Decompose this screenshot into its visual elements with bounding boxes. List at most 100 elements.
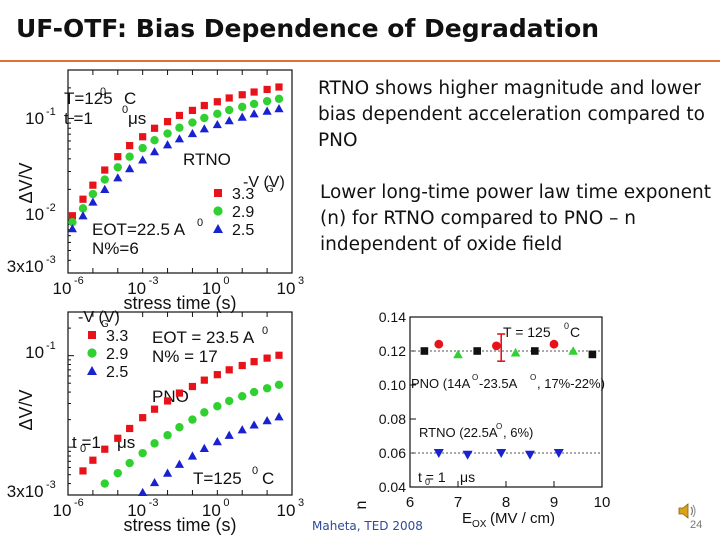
rtno-legend-label-2.5: 2.5 bbox=[232, 222, 254, 239]
rtno-x-tick-label: 10 bbox=[277, 279, 296, 298]
n-annotation: O bbox=[472, 373, 478, 382]
pno-data-point-2.9 bbox=[175, 423, 184, 432]
pno-data-point-3.3 bbox=[225, 366, 233, 374]
pno-data-point-3.3 bbox=[238, 361, 246, 370]
n-y-tick-label: 0.12 bbox=[379, 343, 406, 359]
rtno-data-point-2.5 bbox=[100, 184, 110, 193]
pno-legend-label-2.5: 2.5 bbox=[106, 364, 128, 381]
pno-x-tick-exponent: 0 bbox=[223, 497, 229, 509]
pno-data-point-2.9 bbox=[238, 392, 247, 401]
n-x-tick-label: 6 bbox=[406, 494, 414, 511]
rtno-annotation: μs bbox=[128, 109, 146, 128]
pno-data-point-3.3 bbox=[114, 434, 122, 442]
n-annotation: 0 bbox=[425, 477, 430, 487]
pno-data-point-3.3 bbox=[275, 351, 283, 359]
rtno-data-point-2.9 bbox=[113, 163, 122, 172]
pno-y-axis-label: ΔV/V bbox=[16, 389, 36, 430]
rtno-data-point-2.5 bbox=[274, 103, 284, 113]
rtno-x-tick-label: 10 bbox=[127, 279, 146, 298]
n-x-tick-label: 9 bbox=[550, 494, 558, 511]
pno-data-point-2.9 bbox=[138, 448, 147, 458]
pno-y-tick-label: 3x10 bbox=[7, 482, 44, 501]
rtno-data-point-2.9 bbox=[225, 105, 234, 115]
rtno-data-point-3.3 bbox=[89, 181, 97, 189]
rtno-data-point-2.9 bbox=[213, 109, 222, 119]
rtno-n-data-point bbox=[553, 449, 564, 458]
pno-x-tick-label: 10 bbox=[202, 501, 221, 520]
rtno-data-point-2.9 bbox=[100, 175, 109, 184]
n-x-tick-label: 7 bbox=[454, 494, 462, 511]
rtno-data-point-2.5 bbox=[212, 119, 222, 129]
pno-data-point-2.9 bbox=[150, 439, 159, 448]
pno-annotation: 0 bbox=[262, 325, 268, 337]
pno-data-point-3.3 bbox=[101, 445, 109, 453]
pno-n-data-point bbox=[531, 347, 539, 355]
pno-data-point-2.9 bbox=[213, 402, 222, 411]
rtno-data-point-3.3 bbox=[275, 83, 283, 91]
rtno-annotation: N%=6 bbox=[92, 239, 139, 258]
rtno-x-tick-exponent: -3 bbox=[149, 275, 159, 287]
rtno-data-point-2.5 bbox=[125, 164, 135, 173]
rtno-data-point-3.3 bbox=[175, 111, 184, 120]
pno-n-data-point bbox=[473, 347, 481, 355]
n-annotation: O bbox=[496, 422, 502, 431]
pno-data-point-2.5 bbox=[224, 430, 234, 439]
rtno-y-tick-label: 10 bbox=[25, 109, 44, 128]
rtno-annotation: 0 bbox=[122, 104, 128, 116]
pno-data-point-2.5 bbox=[199, 443, 209, 452]
rtno-data-point-2.5 bbox=[78, 211, 88, 220]
rtno-x-tick-label: 10 bbox=[53, 279, 72, 298]
pno-data-point-2.5 bbox=[162, 468, 173, 477]
title-underline bbox=[0, 60, 720, 62]
rtno-x-tick-label: 10 bbox=[202, 279, 221, 298]
pno-n-data-point bbox=[420, 347, 429, 355]
n-x-tick-label: 10 bbox=[594, 494, 611, 511]
rtno-data-point-2.5 bbox=[67, 224, 77, 233]
pno-data-point-2.5 bbox=[262, 416, 272, 425]
n-annotation: t = 1 bbox=[418, 469, 446, 485]
rtno-legend-label-2.9: 2.9 bbox=[232, 204, 254, 221]
rtno-x-axis-label: stress time (s) bbox=[123, 293, 236, 313]
n-x-tick-label: 8 bbox=[502, 494, 510, 511]
pno-annotation: N% = 17 bbox=[152, 347, 218, 366]
rtno-data-point-2.5 bbox=[187, 128, 198, 138]
rtno-annotation: RTNO bbox=[183, 150, 231, 169]
pno-annotation: μs bbox=[117, 433, 135, 452]
pno-annotation: EOT = 23.5 A bbox=[152, 328, 255, 347]
pno-n-data-point bbox=[510, 347, 521, 357]
pno-x-tick-label: 10 bbox=[277, 501, 296, 520]
rtno-annotation: T=125 bbox=[64, 89, 113, 108]
pno-y-tick-label: 10 bbox=[25, 343, 44, 362]
rtno-annotation: EOT=22.5 A bbox=[92, 220, 186, 239]
pno-data-point-3.3 bbox=[200, 376, 208, 384]
pno-data-point-2.9 bbox=[262, 384, 272, 393]
bullet-text-1: RTNO shows higher magnitude and lower bi… bbox=[318, 78, 705, 151]
rtno-legend-label-3.3: 3.3 bbox=[232, 186, 254, 203]
rtno-data-point-2.9 bbox=[262, 96, 272, 106]
pno-y-tick-exponent: -1 bbox=[46, 340, 56, 352]
rtno-data-point-2.5 bbox=[224, 116, 234, 125]
rtno-legend-marker-2.5 bbox=[213, 224, 223, 233]
rtno-data-point-2.9 bbox=[274, 94, 284, 104]
bullet-text-2: Lower long-time power law time exponent … bbox=[320, 182, 711, 255]
n-y-tick-label: 0.04 bbox=[379, 479, 406, 495]
pno-legend-title-sub: G bbox=[101, 319, 109, 330]
pno-legend-label-2.9: 2.9 bbox=[106, 346, 128, 363]
pno-data-point-2.5 bbox=[174, 459, 185, 468]
pno-x-tick-exponent: -3 bbox=[149, 497, 159, 509]
pno-data-point-2.9 bbox=[100, 479, 109, 488]
pno-data-point-2.5 bbox=[274, 412, 284, 421]
speaker-icon[interactable] bbox=[676, 500, 698, 522]
n-y-tick-label: 0.06 bbox=[379, 445, 406, 461]
pno-data-point-2.5 bbox=[212, 437, 222, 446]
rtno-data-point-2.5 bbox=[149, 147, 160, 156]
n-annotation: , 6%) bbox=[503, 425, 533, 440]
pno-n-data-point bbox=[549, 339, 559, 349]
pno-x-tick-exponent: 3 bbox=[298, 497, 304, 509]
rtno-annotation: C bbox=[124, 89, 136, 108]
pno-n-data-point bbox=[568, 346, 578, 355]
rtno-data-point-2.9 bbox=[125, 152, 134, 161]
rtno-data-point-3.3 bbox=[250, 88, 258, 96]
rtno-data-point-2.9 bbox=[150, 136, 159, 145]
